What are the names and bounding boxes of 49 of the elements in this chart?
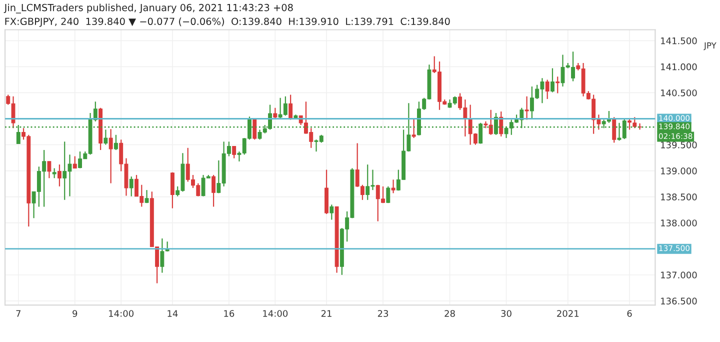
y-tick-label: 139.000 [661, 168, 697, 174]
candlestick [72, 156, 77, 169]
candlestick [612, 116, 616, 144]
x-tick-label: 14:00 [109, 310, 134, 317]
x-tick-label: 9 [72, 310, 78, 317]
candlestick [412, 118, 416, 139]
y-tick-label: 141.000 [661, 63, 697, 70]
candlestick [545, 79, 550, 100]
candlestick [212, 174, 216, 208]
y-tick-label: 141.500 [661, 37, 697, 44]
candlestick [550, 68, 554, 93]
y-tick-label: 138.500 [661, 194, 697, 200]
x-tick-label: 2021 [557, 310, 579, 317]
chart-subtitle: FX:GBPJPY, 240 139.840 ▼ −0.077 (−0.06%) O:139.840 H:139.910 L:139.791 C:139.840 [5, 18, 450, 27]
y-tick-label: 137.000 [661, 272, 697, 278]
x-tick-label: 16 [224, 310, 234, 317]
x-tick-label: 23 [378, 310, 388, 317]
candlestick [144, 189, 149, 204]
y-tick-label: 136.500 [661, 298, 697, 304]
candlestick [524, 96, 529, 120]
candlestick [632, 116, 637, 129]
candlestick [58, 164, 62, 187]
candlestick [391, 179, 396, 194]
candlestick [170, 172, 174, 209]
candlestick [273, 107, 278, 119]
x-tick-label: 30 [501, 310, 512, 317]
candlestick [52, 168, 56, 179]
y-tick-label: 138.000 [661, 220, 697, 226]
x-tick-label: 14:00 [263, 310, 288, 317]
candlestick [114, 134, 118, 151]
x-tick-label: 7 [16, 310, 20, 317]
x-tick-label: 21 [321, 310, 332, 317]
chart-title: Jin_LCMSTraders published, January 06, 2021 11:43:23 +08 [4, 4, 293, 14]
candlestick [252, 118, 257, 140]
candlestick [108, 128, 113, 184]
candlestick [330, 204, 334, 220]
candlestick [386, 186, 390, 204]
candlestick [556, 76, 560, 94]
x-tick-label: 28 [444, 310, 455, 317]
candlestick [288, 94, 293, 120]
candlestick [232, 146, 236, 159]
x-tick-label: 6 [627, 310, 632, 317]
candlestick [129, 176, 134, 197]
candlestick [47, 160, 52, 179]
y-tick-label: 140.500 [661, 89, 697, 96]
y-axis-title: JPY [704, 42, 716, 50]
x-tick-label: 14 [168, 310, 178, 317]
candlestick [628, 118, 632, 130]
y-tick-label: 139.500 [661, 142, 697, 148]
